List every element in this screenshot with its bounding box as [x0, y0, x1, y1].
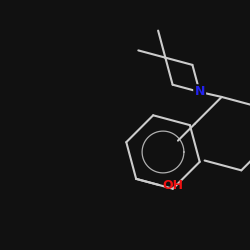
- Text: N: N: [194, 86, 205, 98]
- Text: OH: OH: [162, 178, 183, 192]
